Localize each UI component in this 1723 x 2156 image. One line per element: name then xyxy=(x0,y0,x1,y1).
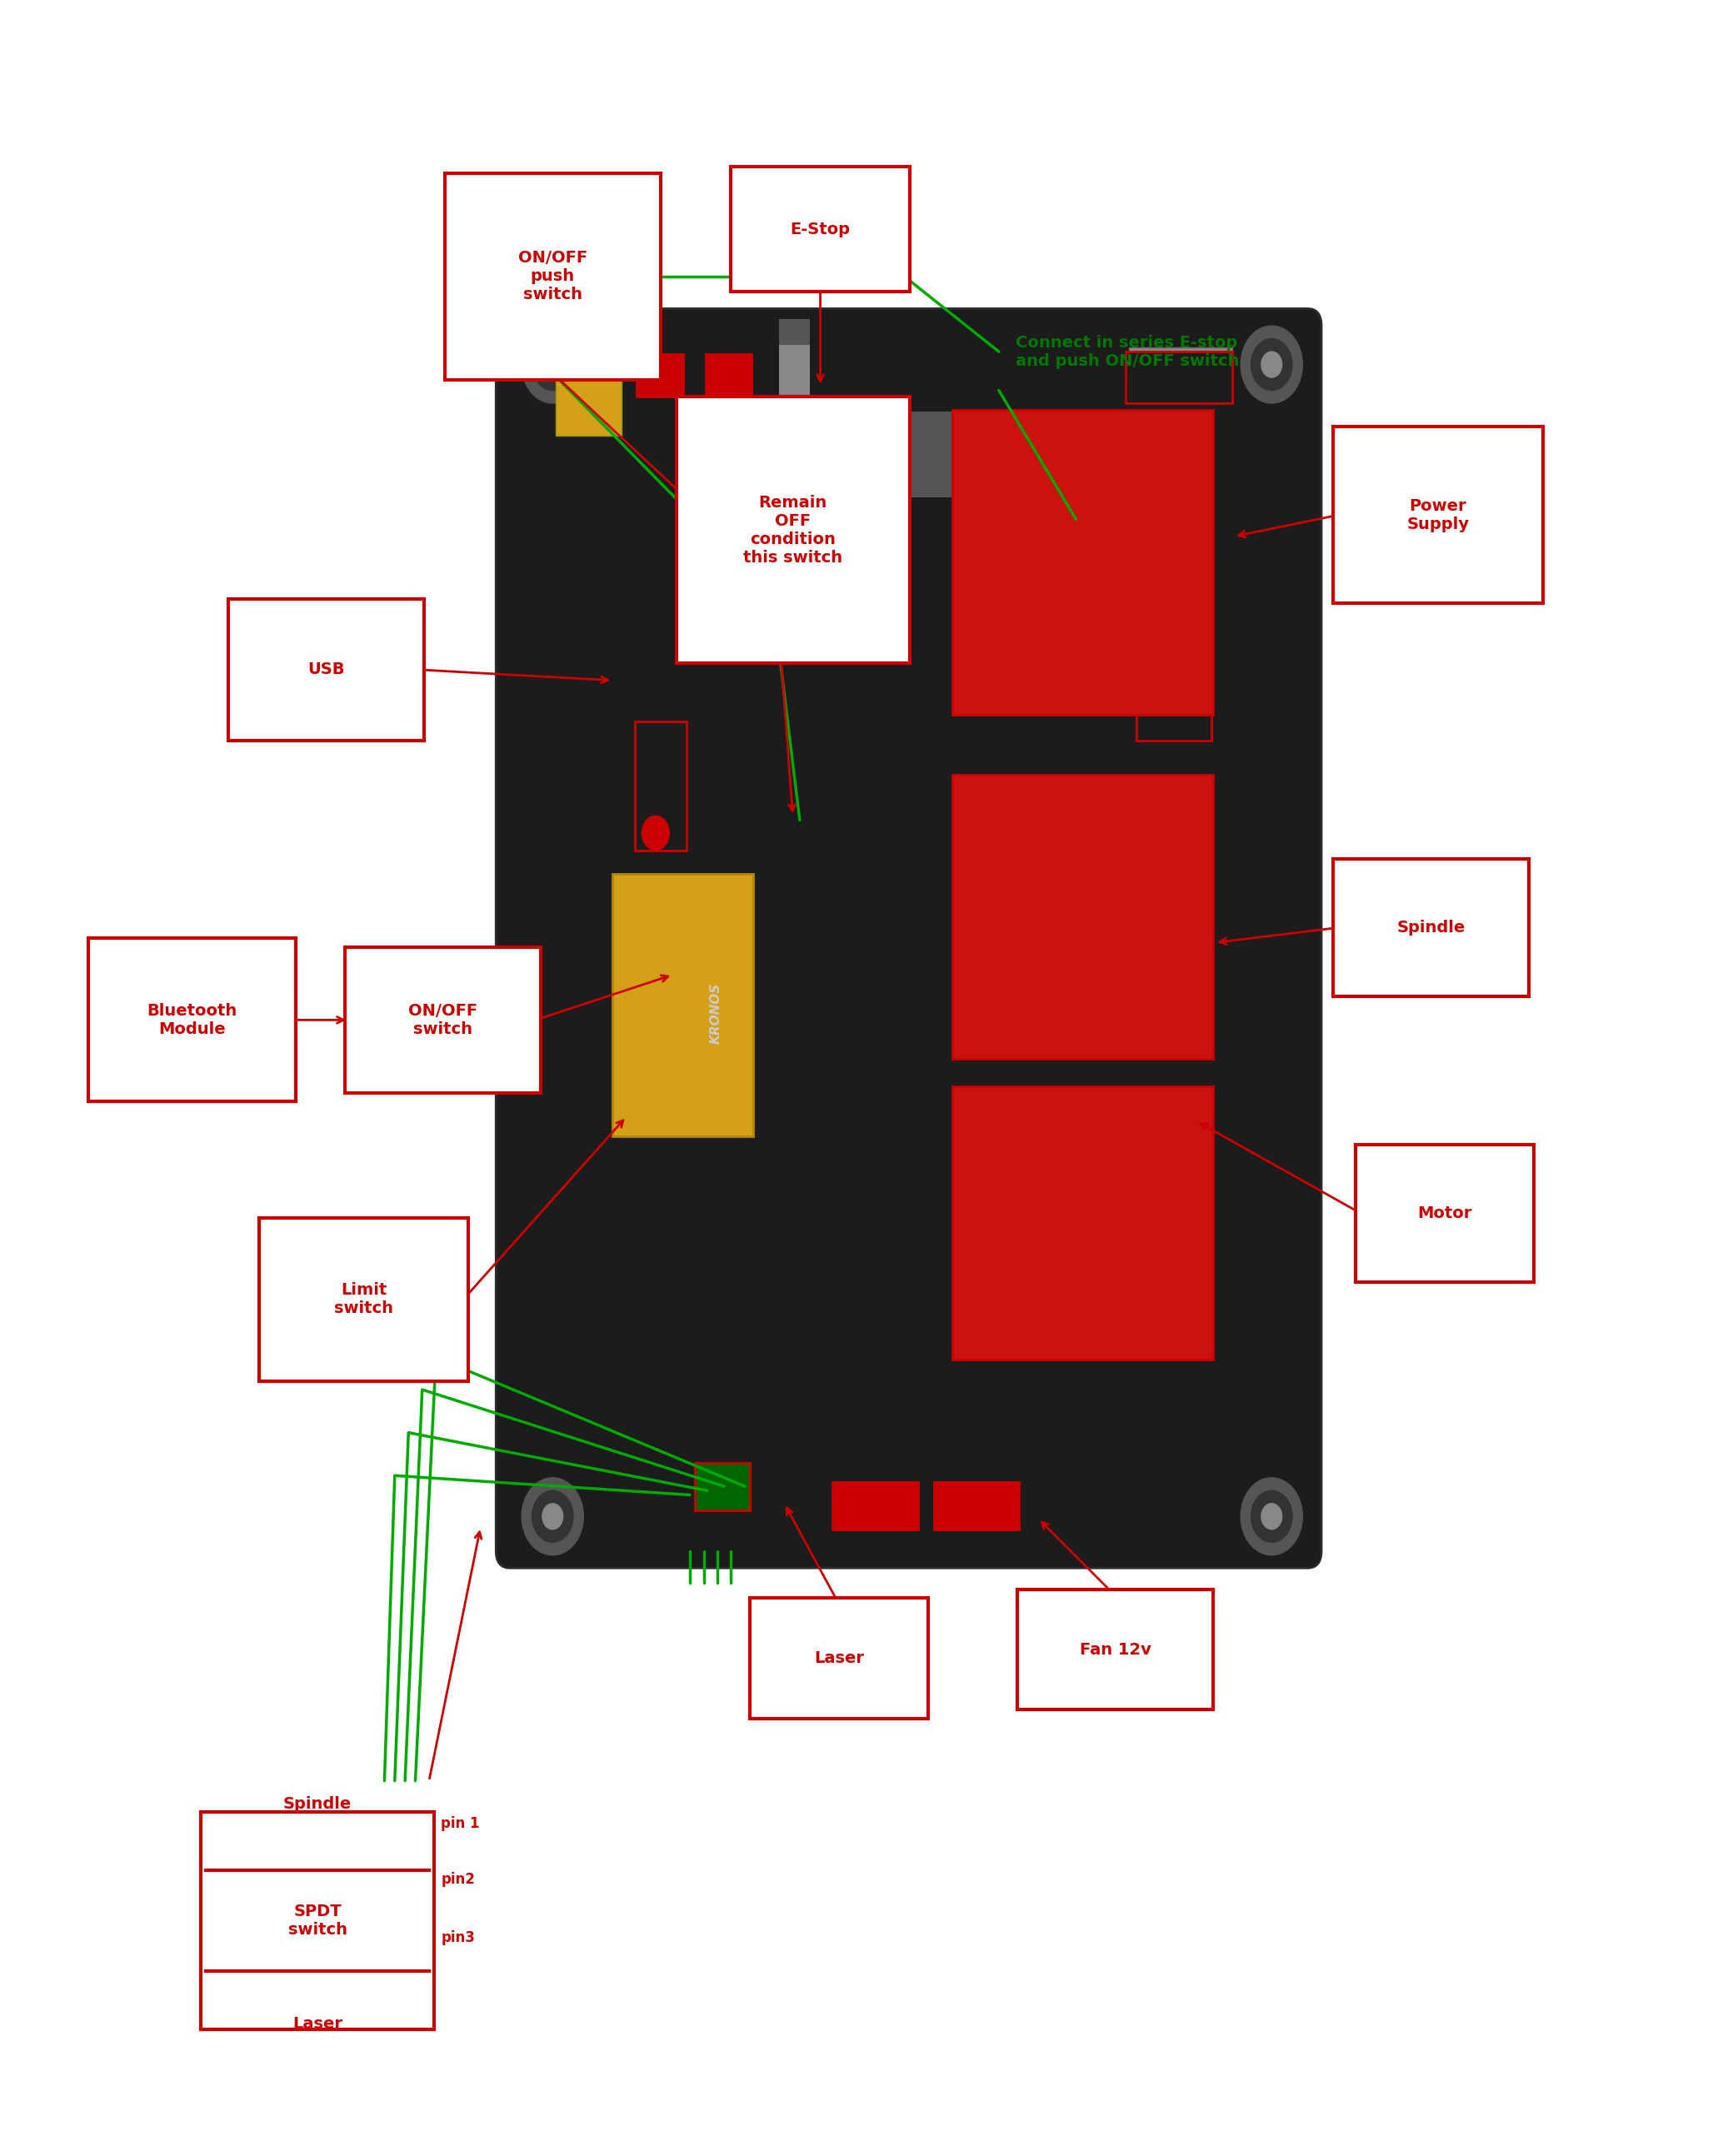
Text: Remain
OFF
condition
this switch: Remain OFF condition this switch xyxy=(743,494,843,565)
Circle shape xyxy=(543,351,563,377)
Text: USB: USB xyxy=(307,662,345,677)
FancyBboxPatch shape xyxy=(1334,858,1528,996)
Bar xyxy=(793,552,879,584)
Text: KRONOS: KRONOS xyxy=(710,983,722,1044)
Circle shape xyxy=(1241,326,1303,403)
Circle shape xyxy=(1261,351,1282,377)
Text: Laser: Laser xyxy=(293,2016,343,2031)
Text: Laser: Laser xyxy=(815,1649,865,1667)
Text: ON/OFF
push
switch: ON/OFF push switch xyxy=(519,250,588,302)
FancyBboxPatch shape xyxy=(613,873,753,1136)
Text: E-Stop: E-Stop xyxy=(791,222,851,237)
Text: Motor: Motor xyxy=(1418,1205,1471,1220)
FancyBboxPatch shape xyxy=(1334,427,1542,604)
Text: pin2: pin2 xyxy=(441,1871,476,1886)
FancyBboxPatch shape xyxy=(731,166,910,291)
Text: Spindle: Spindle xyxy=(283,1796,351,1813)
Text: Connect in series E-stop
and push ON/OFF switch: Connect in series E-stop and push ON/OFF… xyxy=(1017,334,1239,369)
Circle shape xyxy=(1241,1477,1303,1554)
Text: Fan 12v: Fan 12v xyxy=(1080,1641,1151,1658)
FancyBboxPatch shape xyxy=(1356,1145,1533,1283)
FancyBboxPatch shape xyxy=(705,354,751,397)
Circle shape xyxy=(643,815,669,849)
FancyBboxPatch shape xyxy=(694,1462,750,1509)
FancyBboxPatch shape xyxy=(1018,1589,1213,1710)
Bar xyxy=(779,345,810,399)
Circle shape xyxy=(532,1490,574,1542)
FancyBboxPatch shape xyxy=(345,946,541,1093)
FancyBboxPatch shape xyxy=(258,1218,469,1382)
FancyBboxPatch shape xyxy=(1129,347,1232,403)
Text: SPDT
switch: SPDT switch xyxy=(288,1904,346,1938)
Circle shape xyxy=(543,1503,563,1529)
Text: Bluetooth
Module: Bluetooth Module xyxy=(146,1003,238,1037)
FancyBboxPatch shape xyxy=(202,1811,434,2029)
Text: ON/OFF
switch: ON/OFF switch xyxy=(408,1003,477,1037)
FancyBboxPatch shape xyxy=(832,1481,918,1529)
FancyBboxPatch shape xyxy=(953,774,1213,1059)
Circle shape xyxy=(1261,1503,1282,1529)
Bar xyxy=(779,319,810,345)
FancyBboxPatch shape xyxy=(557,371,622,436)
FancyBboxPatch shape xyxy=(953,1087,1213,1360)
Circle shape xyxy=(522,326,584,403)
Text: Power
Supply: Power Supply xyxy=(1408,498,1470,533)
Circle shape xyxy=(532,338,574,390)
Circle shape xyxy=(522,1477,584,1554)
Text: pin3: pin3 xyxy=(441,1930,476,1945)
Bar xyxy=(982,487,1084,541)
FancyBboxPatch shape xyxy=(496,308,1322,1567)
FancyBboxPatch shape xyxy=(636,722,686,849)
FancyBboxPatch shape xyxy=(934,1481,1020,1529)
FancyBboxPatch shape xyxy=(445,172,660,379)
Text: Spindle: Spindle xyxy=(1397,921,1466,936)
Text: Limit
switch: Limit switch xyxy=(334,1283,393,1317)
Circle shape xyxy=(1251,1490,1292,1542)
Text: pin 1: pin 1 xyxy=(441,1815,479,1830)
FancyBboxPatch shape xyxy=(953,410,1213,716)
FancyBboxPatch shape xyxy=(638,354,682,397)
FancyBboxPatch shape xyxy=(1125,351,1232,403)
FancyBboxPatch shape xyxy=(88,938,296,1102)
Circle shape xyxy=(1251,338,1292,390)
FancyBboxPatch shape xyxy=(675,397,910,664)
FancyBboxPatch shape xyxy=(750,1598,929,1718)
FancyBboxPatch shape xyxy=(227,599,424,742)
Bar xyxy=(844,412,982,498)
FancyBboxPatch shape xyxy=(1135,681,1211,742)
